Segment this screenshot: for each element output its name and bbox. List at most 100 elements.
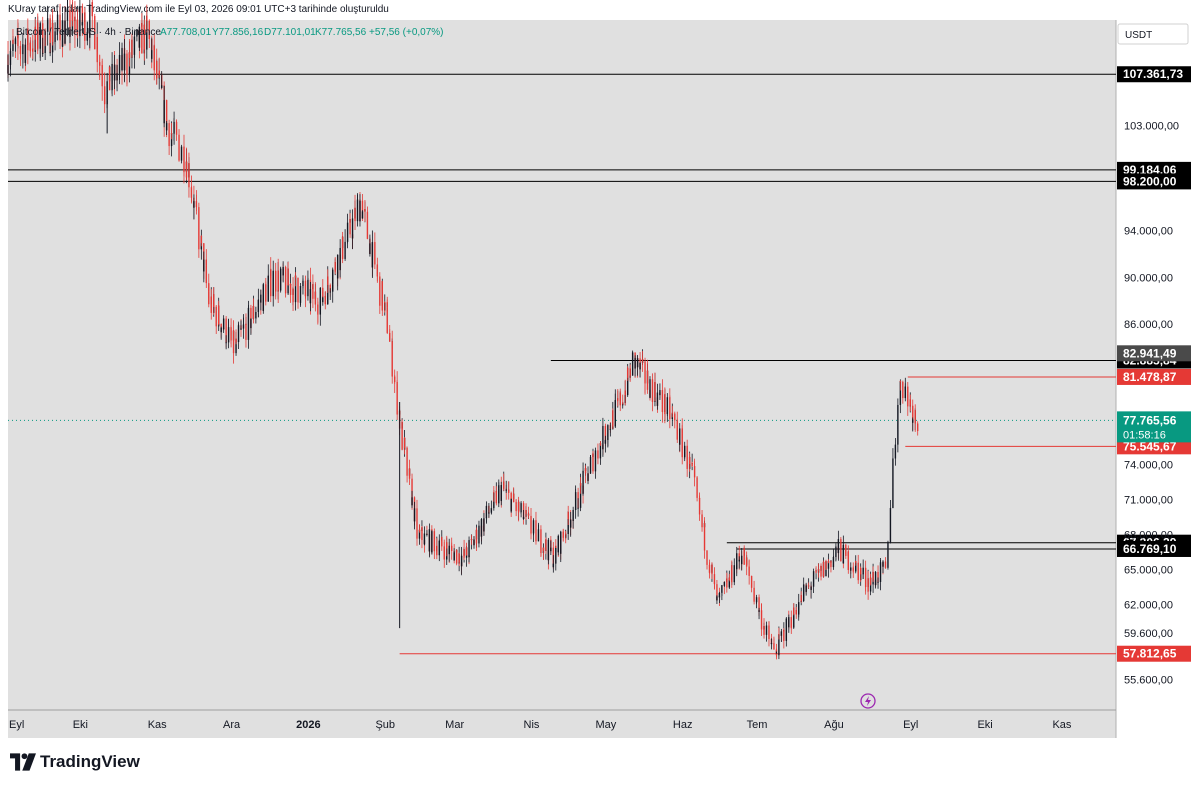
candle-body — [522, 516, 525, 520]
candle-body — [567, 512, 569, 520]
candle-body — [12, 39, 14, 51]
candle-body — [71, 11, 74, 22]
candle-body — [190, 192, 193, 198]
candle-body — [275, 270, 277, 291]
candle-body — [473, 539, 475, 546]
tradingview-logo[interactable]: TradingView — [10, 752, 140, 772]
candle-body — [912, 419, 914, 423]
candle-body — [778, 634, 780, 656]
candle-body — [267, 275, 269, 285]
candle-body — [205, 265, 207, 284]
resistance-level-tag-bg — [1117, 540, 1191, 557]
candle-body — [270, 269, 272, 297]
candle-body — [812, 582, 815, 587]
candle-body — [498, 485, 500, 489]
candle-body — [530, 515, 532, 530]
candle-body — [912, 405, 914, 423]
candle-body — [160, 85, 163, 88]
candle-body — [612, 410, 614, 427]
candle-body — [770, 643, 773, 645]
candle-body — [297, 290, 299, 303]
candle-body — [520, 503, 522, 510]
candle-body — [805, 585, 807, 592]
candle-body — [835, 546, 837, 552]
candle-body — [572, 509, 574, 521]
candle-body — [312, 284, 314, 299]
candle-body — [904, 386, 907, 399]
candle-body — [183, 146, 185, 172]
candle-body — [371, 242, 374, 268]
extra-price-tag-bg — [1117, 345, 1191, 362]
candle-body — [314, 291, 317, 305]
candle-body — [153, 45, 155, 71]
y-tick-label: 55.600,00 — [1124, 675, 1173, 687]
candle-body — [282, 266, 284, 276]
candle-body — [547, 539, 550, 561]
candle-body — [899, 380, 902, 382]
candle-body — [141, 22, 143, 54]
candle-body — [465, 547, 468, 556]
candle-body — [374, 242, 376, 249]
candle-body — [158, 70, 160, 76]
candle-body — [56, 14, 59, 26]
candle-body — [783, 629, 785, 641]
candle-body — [210, 296, 212, 313]
candle-body — [899, 380, 902, 405]
candle-body — [894, 444, 897, 451]
candle-body — [96, 36, 98, 63]
candle-body — [619, 392, 621, 406]
candle-body — [902, 385, 904, 399]
candle-body — [433, 539, 436, 552]
candle-body — [733, 579, 735, 583]
support-level-tag: 57.812,65 — [1123, 647, 1177, 661]
x-tick-label: Kas — [1052, 719, 1071, 731]
candle-body — [279, 276, 282, 291]
lightning-icon[interactable] — [860, 693, 876, 709]
x-tick-label: Mar — [445, 719, 464, 731]
candle-body — [661, 404, 664, 413]
x-tick-label: Nis — [524, 719, 540, 731]
candle-body — [592, 453, 594, 472]
currency-selector[interactable] — [1117, 23, 1189, 45]
candle-body — [99, 64, 101, 66]
candle-body — [118, 54, 121, 66]
candle-body — [59, 14, 61, 28]
candle-body — [42, 52, 44, 54]
candle-body — [874, 571, 877, 586]
candle-body — [272, 286, 274, 297]
candle-body — [810, 586, 812, 590]
candle-body — [701, 514, 703, 517]
candle-body — [830, 560, 832, 568]
candle-body — [634, 357, 636, 369]
candle-body — [225, 318, 227, 343]
candle-body — [138, 26, 141, 48]
ohlc-low: D77.101,01 — [264, 27, 316, 38]
candle-body — [550, 547, 552, 552]
candle-body — [644, 361, 646, 383]
candle-body — [292, 288, 294, 303]
candle-body — [795, 610, 797, 615]
candle-body — [384, 301, 386, 303]
candle-body — [686, 467, 688, 469]
candle-body — [614, 401, 616, 427]
candle-body — [69, 9, 71, 37]
candle-body — [758, 610, 760, 612]
candle-body — [555, 545, 557, 564]
candle-body — [745, 557, 748, 567]
candle-body — [438, 540, 441, 549]
candle-body — [649, 379, 651, 398]
candle-body — [359, 200, 361, 222]
candle-body — [208, 291, 210, 305]
candle-body — [329, 291, 331, 293]
candle-body — [272, 270, 274, 287]
candle-body — [245, 323, 247, 340]
plot-background — [8, 20, 1116, 710]
resistance-level-tag-bg — [1117, 173, 1191, 190]
candle-body — [168, 123, 170, 129]
candle-body — [750, 582, 753, 588]
candle-body — [361, 211, 364, 219]
candle-body — [617, 398, 619, 402]
candle-body — [317, 313, 319, 315]
candle-body — [731, 565, 733, 583]
